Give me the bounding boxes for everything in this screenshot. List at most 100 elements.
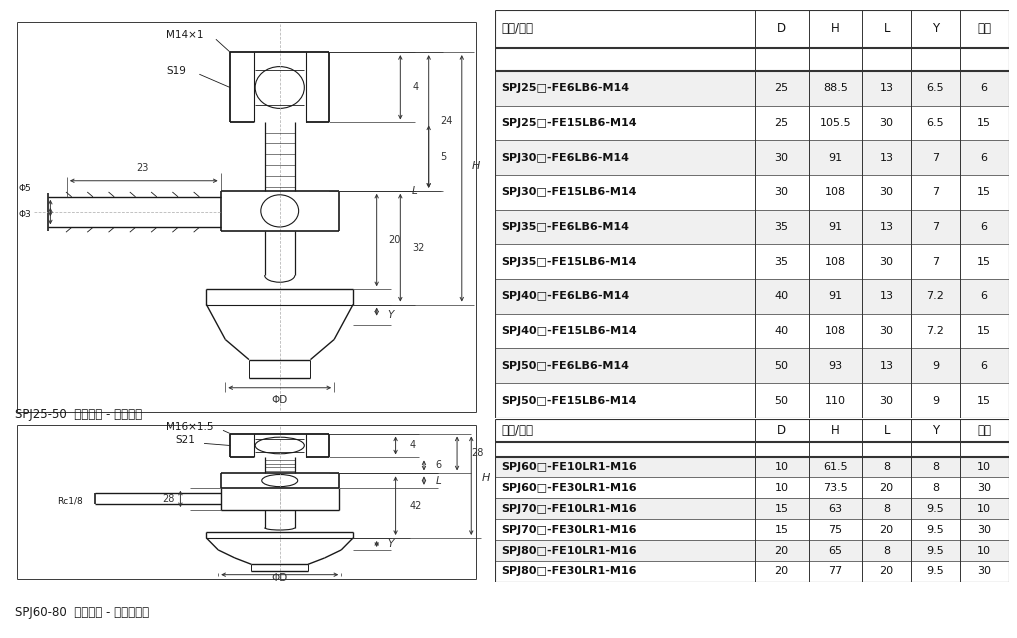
Text: 4: 4 bbox=[410, 440, 416, 450]
Text: 30: 30 bbox=[880, 188, 894, 197]
Text: 24: 24 bbox=[440, 117, 453, 126]
Text: 7: 7 bbox=[932, 222, 939, 232]
Text: 7: 7 bbox=[932, 256, 939, 267]
Text: 30: 30 bbox=[880, 396, 894, 406]
Text: 15: 15 bbox=[977, 396, 992, 406]
Text: SPJ35□-FE6LB6-M14: SPJ35□-FE6LB6-M14 bbox=[501, 222, 630, 232]
Text: SPJ60□-FE10LR1-M16: SPJ60□-FE10LR1-M16 bbox=[501, 462, 638, 472]
Text: 30: 30 bbox=[977, 524, 992, 535]
Text: 73.5: 73.5 bbox=[823, 483, 847, 493]
Text: SPJ25□-FE6LB6-M14: SPJ25□-FE6LB6-M14 bbox=[501, 83, 630, 93]
Text: 20: 20 bbox=[880, 483, 894, 493]
Text: 40: 40 bbox=[774, 292, 788, 301]
Text: Y: Y bbox=[387, 309, 394, 320]
Text: 9.5: 9.5 bbox=[926, 504, 945, 514]
Bar bbox=[495, 140, 1009, 175]
Bar bbox=[495, 498, 1009, 519]
Text: 91: 91 bbox=[828, 152, 842, 163]
Text: 4: 4 bbox=[412, 82, 418, 93]
Text: 61.5: 61.5 bbox=[823, 462, 847, 472]
Text: 10: 10 bbox=[977, 545, 992, 556]
Text: 30: 30 bbox=[774, 152, 788, 163]
Text: 6: 6 bbox=[980, 292, 988, 301]
Text: 6.5: 6.5 bbox=[926, 83, 944, 93]
Text: D: D bbox=[777, 22, 786, 36]
Text: H: H bbox=[472, 161, 481, 171]
Text: L: L bbox=[436, 475, 441, 486]
Text: 10: 10 bbox=[977, 462, 992, 472]
Text: ΦD: ΦD bbox=[272, 395, 288, 404]
Text: Φ5: Φ5 bbox=[18, 184, 31, 193]
Text: 7: 7 bbox=[932, 152, 939, 163]
Text: 13: 13 bbox=[880, 83, 894, 93]
Text: M14×1: M14×1 bbox=[166, 30, 203, 40]
Text: 108: 108 bbox=[825, 256, 846, 267]
Text: SPJ70□-FE30LR1-M16: SPJ70□-FE30LR1-M16 bbox=[501, 524, 637, 535]
Text: 93: 93 bbox=[828, 361, 842, 371]
Text: 9.5: 9.5 bbox=[926, 524, 945, 535]
Text: 6: 6 bbox=[980, 83, 988, 93]
Text: 108: 108 bbox=[825, 188, 846, 197]
Text: 32: 32 bbox=[412, 242, 424, 253]
Text: SPJ80□-FE30LR1-M16: SPJ80□-FE30LR1-M16 bbox=[501, 567, 637, 576]
Text: Y: Y bbox=[932, 424, 939, 437]
Text: 6.5: 6.5 bbox=[926, 118, 944, 128]
Text: 110: 110 bbox=[825, 396, 846, 406]
Text: SPJ25-50  水平方向 - 宝塔接头: SPJ25-50 水平方向 - 宝塔接头 bbox=[15, 408, 142, 421]
Text: 20: 20 bbox=[880, 524, 894, 535]
Text: 9.5: 9.5 bbox=[926, 545, 945, 556]
Text: 15: 15 bbox=[977, 326, 992, 336]
Bar bbox=[495, 71, 1009, 105]
Text: 105.5: 105.5 bbox=[820, 118, 851, 128]
Text: 13: 13 bbox=[880, 152, 894, 163]
Text: 9: 9 bbox=[932, 396, 939, 406]
Text: SPJ40□-FE6LB6-M14: SPJ40□-FE6LB6-M14 bbox=[501, 292, 630, 301]
Text: L: L bbox=[884, 424, 890, 437]
Text: 9: 9 bbox=[932, 361, 939, 371]
Text: 15: 15 bbox=[977, 118, 992, 128]
Text: 50: 50 bbox=[774, 396, 788, 406]
Text: 10: 10 bbox=[774, 462, 788, 472]
Text: 108: 108 bbox=[825, 326, 846, 336]
Text: 30: 30 bbox=[977, 483, 992, 493]
Text: D: D bbox=[777, 424, 786, 437]
Bar bbox=[495, 210, 1009, 244]
Text: 行程: 行程 bbox=[977, 22, 992, 36]
Text: L: L bbox=[884, 22, 890, 36]
Text: H: H bbox=[831, 424, 840, 437]
Bar bbox=[495, 279, 1009, 314]
Text: 13: 13 bbox=[880, 292, 894, 301]
Text: 6: 6 bbox=[980, 222, 988, 232]
Text: 8: 8 bbox=[932, 483, 939, 493]
Text: 13: 13 bbox=[880, 361, 894, 371]
Text: SPJ80□-FE10LR1-M16: SPJ80□-FE10LR1-M16 bbox=[501, 545, 637, 556]
Text: 行程: 行程 bbox=[977, 424, 992, 437]
Text: 63: 63 bbox=[828, 504, 842, 514]
Text: 15: 15 bbox=[977, 188, 992, 197]
Text: 28: 28 bbox=[471, 449, 484, 459]
Text: SPJ40□-FE15LB6-M14: SPJ40□-FE15LB6-M14 bbox=[501, 326, 638, 336]
Text: 7: 7 bbox=[932, 188, 939, 197]
Bar bbox=[495, 457, 1009, 477]
Text: 42: 42 bbox=[410, 501, 422, 510]
Text: SPJ70□-FE10LR1-M16: SPJ70□-FE10LR1-M16 bbox=[501, 504, 637, 514]
Text: SPJ25□-FE15LB6-M14: SPJ25□-FE15LB6-M14 bbox=[501, 118, 637, 128]
Text: Φ3: Φ3 bbox=[18, 210, 31, 219]
Text: 91: 91 bbox=[828, 292, 842, 301]
Text: 8: 8 bbox=[883, 504, 890, 514]
Text: 型号/尺寸: 型号/尺寸 bbox=[501, 22, 534, 36]
Text: 88.5: 88.5 bbox=[823, 83, 848, 93]
Text: 25: 25 bbox=[774, 83, 788, 93]
Text: SPJ30□-FE6LB6-M14: SPJ30□-FE6LB6-M14 bbox=[501, 152, 630, 163]
Text: 91: 91 bbox=[828, 222, 842, 232]
Text: 40: 40 bbox=[774, 326, 788, 336]
Text: 15: 15 bbox=[774, 504, 788, 514]
Text: 型号/尺寸: 型号/尺寸 bbox=[501, 424, 534, 437]
Text: 30: 30 bbox=[977, 567, 992, 576]
Text: 30: 30 bbox=[880, 256, 894, 267]
Text: 6: 6 bbox=[980, 152, 988, 163]
Text: 20: 20 bbox=[774, 567, 788, 576]
Text: 9.5: 9.5 bbox=[926, 567, 945, 576]
Text: 75: 75 bbox=[828, 524, 842, 535]
Text: Y: Y bbox=[387, 539, 394, 549]
